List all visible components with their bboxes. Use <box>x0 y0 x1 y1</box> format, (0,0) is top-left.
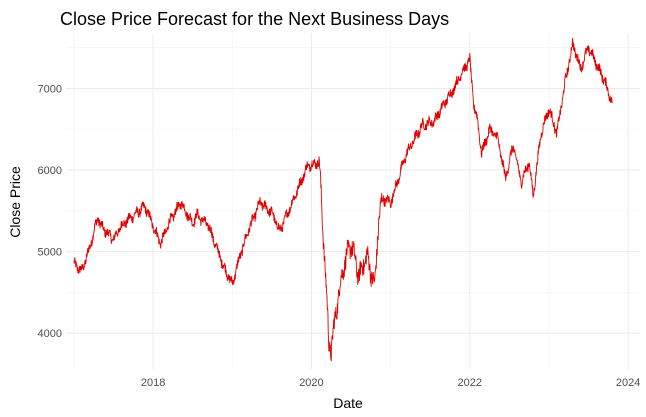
x-tick-label: 2024 <box>616 377 640 389</box>
x-tick-label: 2020 <box>299 377 323 389</box>
series-layer <box>73 37 613 362</box>
grid <box>66 33 640 369</box>
y-axis: 4000 5000 6000 7000 <box>38 83 62 340</box>
x-axis: 2018 2020 2022 2024 <box>141 377 641 389</box>
y-tick-label: 4000 <box>38 328 62 340</box>
x-tick-label: 2018 <box>141 377 165 389</box>
x-axis-label: Date <box>333 395 363 411</box>
x-tick-label: 2022 <box>458 377 482 389</box>
y-axis-label: Close Price <box>7 166 23 238</box>
y-tick-label: 5000 <box>38 247 62 259</box>
y-tick-label: 7000 <box>38 83 62 95</box>
chart-title: Close Price Forecast for the Next Busine… <box>60 9 449 29</box>
y-tick-label: 6000 <box>38 165 62 177</box>
series-line <box>73 37 613 362</box>
